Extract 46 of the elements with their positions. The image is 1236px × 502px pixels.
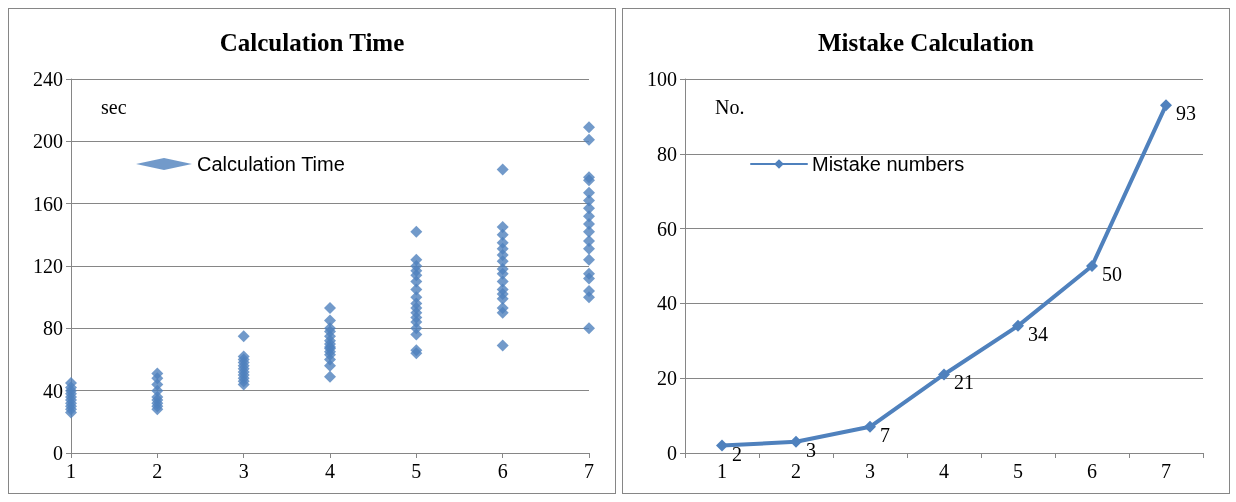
data-label: 7: [880, 423, 890, 446]
data-label: 34: [1028, 322, 1048, 345]
x-tick-label: 4: [325, 460, 335, 482]
data-label: 3: [806, 438, 816, 461]
y-tick-label: 0: [667, 442, 677, 464]
y-tick-label: 80: [657, 142, 677, 165]
y-tick-label: 160: [33, 192, 63, 215]
chart-title: Calculation Time: [219, 29, 405, 56]
point: [938, 368, 950, 381]
x-tick-label: 7: [584, 460, 594, 482]
legend-label: Mistake numbers: [812, 153, 965, 175]
data-label: 50: [1102, 263, 1122, 285]
x-tick-label: 3: [238, 460, 249, 482]
y-tick-label: 0: [53, 442, 63, 464]
x-tick-label: 7: [1161, 460, 1171, 482]
x-tick-label: 5: [1013, 460, 1023, 482]
y-tick-label: 20: [657, 367, 677, 390]
x-tick-label: 2: [152, 460, 163, 482]
y-tick-label: 40: [657, 292, 677, 315]
y-tick-label: 40: [43, 379, 63, 402]
point: [864, 420, 876, 433]
point: [716, 439, 728, 452]
x-tick-label: 4: [939, 460, 949, 482]
x-tick-label: 2: [791, 460, 801, 482]
x-tick-label: 6: [497, 460, 508, 482]
y-tick-label: 240: [33, 68, 63, 90]
x-tick-label: 3: [865, 460, 875, 482]
legend-label: Calculation Time: [197, 153, 345, 175]
y-tick-label: 120: [33, 255, 63, 277]
data-label: 21: [954, 371, 974, 394]
y-tick-label: 200: [33, 130, 63, 153]
x-tick-label: 5: [411, 460, 422, 482]
x-tick-label: 6: [1087, 460, 1097, 482]
y-axis-title: sec: [101, 96, 127, 118]
y-axis-title: No.: [715, 96, 745, 118]
y-tick-label: 80: [43, 317, 63, 340]
data-label: 2: [732, 442, 742, 465]
chart-title: Mistake Calculation: [818, 29, 1035, 56]
x-tick-label: 1: [717, 460, 727, 482]
point: [1160, 99, 1172, 112]
y-tick-label: 100: [647, 68, 677, 90]
point: [1086, 260, 1098, 272]
y-tick-label: 60: [657, 217, 677, 240]
x-tick-label: 1: [66, 460, 76, 482]
data-label: 93: [1176, 102, 1196, 125]
point: [1012, 319, 1024, 332]
